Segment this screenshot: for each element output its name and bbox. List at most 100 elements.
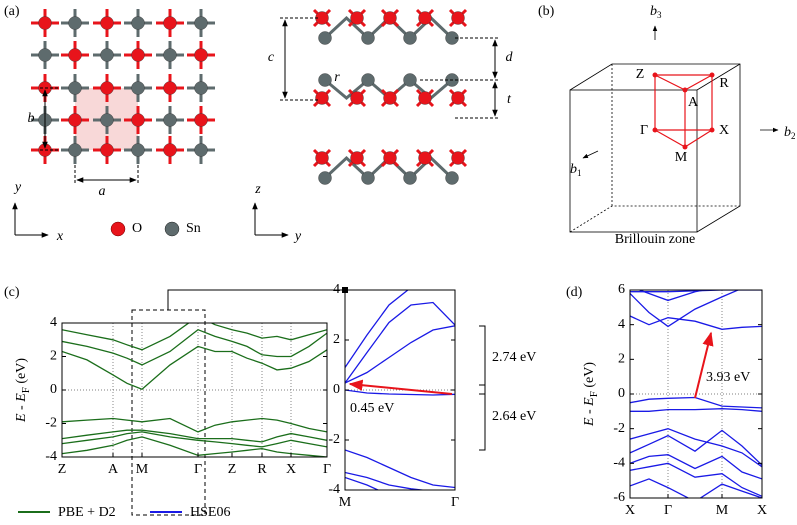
x-tick-label: Z: [228, 462, 237, 477]
atom: [68, 143, 82, 157]
band: [345, 449, 455, 489]
x-tick-label: X: [757, 503, 767, 518]
lattice-label: c: [268, 50, 275, 65]
k-point: [682, 87, 688, 93]
atom: [445, 171, 459, 185]
y-axis-label-part: (eV): [14, 358, 29, 387]
y-tick-label: 0: [618, 386, 625, 401]
band: [630, 290, 740, 328]
band: [630, 428, 762, 468]
atom: [163, 16, 177, 30]
y-axis-label: E - EF (eV): [14, 358, 31, 423]
y-axis-label-part: (eV): [582, 362, 597, 391]
band: [630, 408, 762, 412]
panel-label: (c): [4, 285, 20, 300]
atom: [194, 113, 208, 127]
legend: PBE + D2 HSE06: [18, 505, 230, 520]
band: [630, 454, 762, 480]
atom: [361, 73, 375, 87]
gap-bracket: [479, 384, 486, 451]
band: [62, 328, 327, 366]
atom: [131, 81, 145, 95]
k-point: [709, 72, 715, 78]
x-tick-label: A: [108, 462, 119, 477]
atom: [131, 113, 145, 127]
atom: [315, 91, 329, 105]
atom: [383, 91, 397, 105]
y-tick-label: -4: [45, 449, 57, 464]
k-point: [652, 72, 658, 78]
axis-label: y: [293, 229, 302, 244]
zone-edge: [684, 129, 713, 148]
atom: [318, 73, 332, 87]
gap-bracket: [479, 325, 486, 395]
y-tick-label: 2: [50, 349, 57, 364]
bond: [323, 15, 370, 40]
x-tick-label: X: [625, 503, 635, 518]
zoom-box: [131, 309, 206, 516]
band: [345, 301, 455, 384]
atom: [383, 11, 397, 25]
atom: [418, 151, 432, 165]
atom: [451, 91, 465, 105]
band: [345, 471, 428, 490]
irreducible-zone: [652, 72, 715, 150]
atom: [163, 143, 177, 157]
atom: [361, 31, 375, 45]
band: [62, 323, 327, 351]
band: [345, 325, 455, 384]
k-point: [652, 127, 658, 133]
atom: [418, 11, 432, 25]
y-tick-label: -2: [45, 416, 57, 431]
atom: [100, 48, 114, 62]
atom: [131, 143, 145, 157]
k-point: [709, 127, 715, 133]
k-point-label: R: [719, 76, 729, 91]
axis-label: x: [56, 229, 64, 244]
band: [637, 290, 708, 302]
x-tick-label: Γ: [323, 462, 331, 477]
atom: [194, 81, 208, 95]
atom: [100, 113, 114, 127]
atom: [403, 31, 417, 45]
atom: [68, 16, 82, 30]
band: [62, 417, 327, 433]
atom: [350, 11, 364, 25]
legend-label: O: [132, 221, 142, 236]
x-tick-label: Γ: [664, 503, 672, 518]
vector-label: b1: [570, 162, 582, 178]
atom: [100, 81, 114, 95]
atom: [445, 31, 459, 45]
panel-label: (d): [566, 285, 583, 300]
legend-label: Sn: [186, 221, 201, 236]
band: [345, 476, 380, 490]
y-tick-label: -2: [328, 432, 340, 447]
k-point-label: X: [719, 123, 729, 138]
atom: [350, 151, 364, 165]
atom: [38, 16, 52, 30]
panel-label: (b): [538, 4, 555, 19]
lattice-label: d: [506, 50, 514, 65]
atom: [68, 81, 82, 95]
atom: [100, 16, 114, 30]
x-tick-label: M: [716, 503, 729, 518]
band: [630, 315, 762, 330]
brillouin-cube: [569, 25, 779, 233]
x-tick-label: Γ: [451, 495, 459, 510]
dimension-lines: [40, 17, 500, 185]
atom: [403, 171, 417, 185]
k-point: [682, 144, 688, 150]
band: [345, 290, 409, 368]
y-tick-label: 4: [50, 315, 57, 330]
lattice-label: t: [507, 92, 512, 107]
atom: [68, 113, 82, 127]
band: [630, 290, 762, 293]
y-tick-label: 4: [333, 282, 340, 297]
band: [630, 462, 762, 497]
gap-arrow: [694, 331, 714, 399]
atom: [350, 91, 364, 105]
vector-label: b2: [784, 125, 796, 141]
atom: [451, 151, 465, 165]
atom: [383, 151, 397, 165]
